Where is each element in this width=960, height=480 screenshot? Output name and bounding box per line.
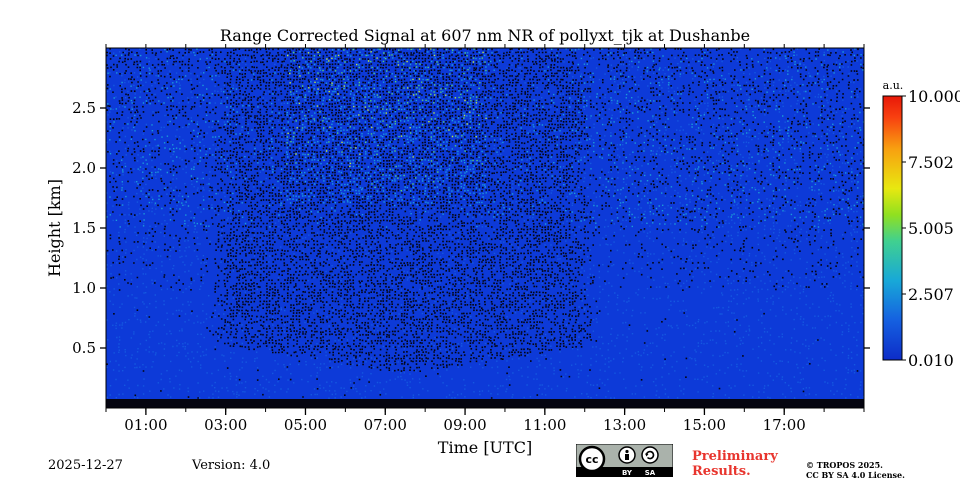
colorbar-tick-label: 7.502 bbox=[908, 153, 954, 172]
x-tick-label: 05:00 bbox=[284, 416, 327, 434]
colorbar-tick-label: 10.000 bbox=[908, 87, 960, 106]
colorbar-unit: a.u. bbox=[883, 79, 904, 92]
near-ground-band bbox=[106, 399, 864, 408]
x-tick-label: 09:00 bbox=[443, 416, 486, 434]
x-tick-label: 13:00 bbox=[603, 416, 646, 434]
copyright-line-1: © TROPOS 2025. bbox=[806, 460, 883, 470]
sa-text: SA bbox=[645, 469, 656, 477]
y-tick-label: 1.0 bbox=[72, 279, 96, 297]
heatmap-cells-green bbox=[286, 48, 487, 192]
colorbar-ticks: 0.010 2.507 5.005 7.502 10.000 bbox=[902, 87, 960, 370]
x-tick-label: 11:00 bbox=[523, 416, 566, 434]
y-axis-label: Height [km] bbox=[45, 179, 64, 277]
preliminary-line-2: Results. bbox=[692, 464, 751, 479]
colorbar-tick-label: 5.005 bbox=[908, 219, 954, 238]
y-tick-label: 1.5 bbox=[72, 219, 96, 237]
by-text: BY bbox=[622, 469, 633, 477]
colorbar-gradient bbox=[882, 95, 903, 361]
preliminary-notice: Preliminary Results. bbox=[692, 449, 778, 479]
x-tick-label: 01:00 bbox=[124, 416, 167, 434]
date-label: 2025-12-27 bbox=[48, 458, 123, 473]
cc-by-sa-badge: cc BY SA bbox=[576, 444, 673, 477]
copyright-line-2: CC BY SA 4.0 License. bbox=[806, 470, 905, 480]
cc-icon bbox=[578, 445, 606, 473]
copyright-notice: © TROPOS 2025. CC BY SA 4.0 License. bbox=[806, 460, 905, 480]
x-tick-label: 15:00 bbox=[683, 416, 726, 434]
y-tick-label: 2.5 bbox=[72, 99, 96, 117]
x-axis-label: Time [UTC] bbox=[438, 438, 532, 457]
heatmap-signal-layer bbox=[106, 48, 864, 399]
x-tick-label: 17:00 bbox=[763, 416, 806, 434]
heatmap-background bbox=[106, 48, 864, 408]
x-tick-label: 07:00 bbox=[364, 416, 407, 434]
y-tick-label: 2.0 bbox=[72, 159, 96, 177]
cc-text: cc bbox=[585, 453, 598, 466]
x-axis: 01:00 03:00 05:00 07:00 09:00 11:00 13:00 15:00… bbox=[105, 44, 865, 434]
plot-area bbox=[106, 48, 864, 408]
x-tick-label: 03:00 bbox=[204, 416, 247, 434]
y-tick-label: 0.5 bbox=[72, 339, 96, 357]
chart-title: Range Corrected Signal at 607 nm NR of p… bbox=[220, 26, 750, 45]
version-label: Version: 4.0 bbox=[192, 458, 271, 473]
colorbar-tick-label: 0.010 bbox=[908, 351, 954, 370]
y-axis: 0.5 1.0 1.5 2.0 2.5 bbox=[72, 99, 870, 357]
colorbar-tick-label: 2.507 bbox=[908, 285, 954, 304]
colorbar: a.u. 0.010 2.507 5.005 7.502 10.000 bbox=[882, 79, 960, 370]
heatmap-cells-black bbox=[106, 48, 864, 399]
sa-share-icon bbox=[641, 446, 659, 464]
preliminary-line-1: Preliminary bbox=[692, 449, 778, 464]
